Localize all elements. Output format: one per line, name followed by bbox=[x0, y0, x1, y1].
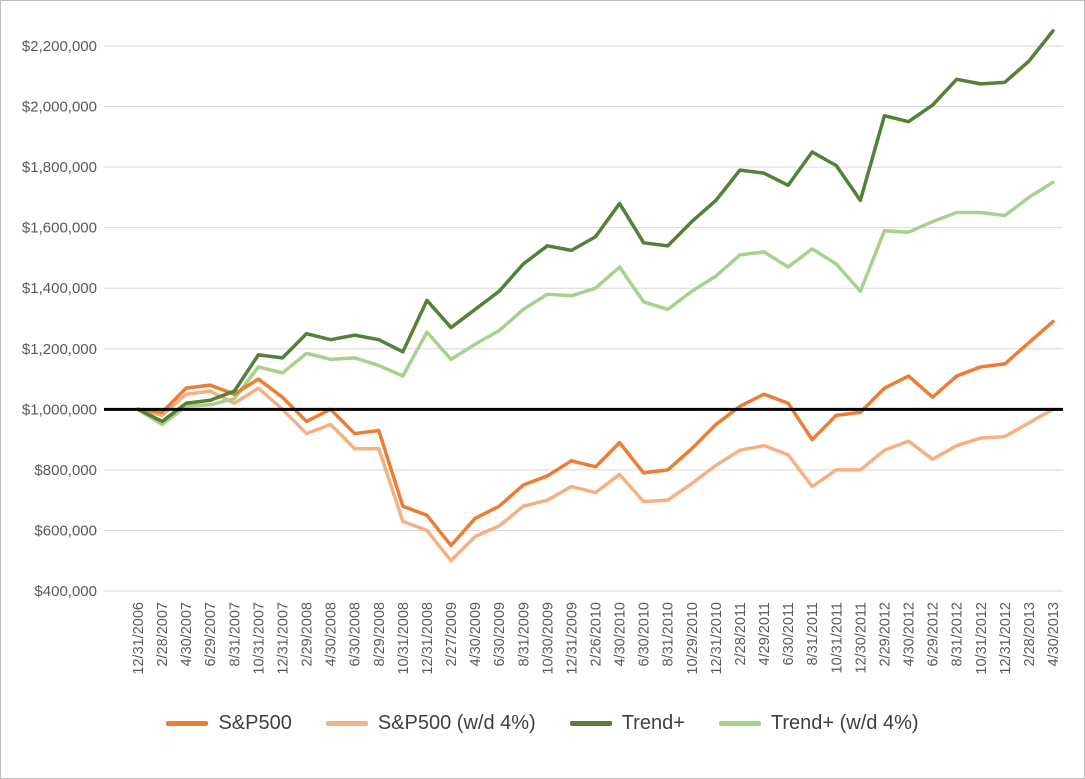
x-axis-tick-label: 12/31/2010 bbox=[709, 602, 725, 675]
legend-label: Trend+ (w/d 4%) bbox=[770, 712, 919, 734]
legend-item-trend-w-d-4: Trend+ (w/d 4%) bbox=[718, 712, 919, 735]
x-axis-tick-label: 12/31/2007 bbox=[275, 602, 291, 675]
legend-swatch bbox=[325, 721, 368, 726]
x-axis-tick-label: 12/31/2008 bbox=[420, 602, 436, 675]
legend-swatch bbox=[166, 721, 209, 726]
x-axis-tick-label: 12/30/2011 bbox=[853, 602, 869, 674]
x-axis-tick-label: 4/30/2009 bbox=[468, 602, 484, 667]
y-axis-tick-label: $1,400,000 bbox=[22, 280, 97, 297]
y-axis-tick-label: $400,000 bbox=[34, 583, 97, 600]
x-axis-tick-label: 10/29/2010 bbox=[685, 602, 701, 675]
y-axis-tick-label: $2,000,000 bbox=[22, 99, 97, 116]
legend-item-s-p500-w-d-4: S&P500 (w/d 4%) bbox=[325, 712, 536, 735]
x-axis-tick-label: 8/31/2011 bbox=[805, 602, 821, 665]
x-axis-tick-label: 4/30/2007 bbox=[179, 602, 195, 667]
x-axis-tick-label: 8/29/2008 bbox=[372, 602, 388, 667]
x-axis-tick-label: 12/31/2009 bbox=[564, 602, 580, 675]
y-axis-tick-label: $800,000 bbox=[34, 462, 97, 479]
x-axis-tick-label: 10/31/2008 bbox=[396, 602, 412, 675]
legend-swatch bbox=[569, 721, 612, 726]
x-axis-tick-label: 2/29/2012 bbox=[877, 602, 893, 667]
x-axis-tick-label: 8/31/2009 bbox=[516, 602, 532, 667]
x-axis-tick-label: 10/31/2011 bbox=[829, 602, 845, 674]
x-axis-tick-label: 4/30/2012 bbox=[902, 602, 918, 667]
legend-swatch bbox=[718, 721, 761, 726]
x-axis-tick-label: 12/31/2006 bbox=[131, 602, 147, 675]
x-axis-tick-label: 2/28/2013 bbox=[1022, 602, 1038, 667]
y-axis-tick-label: $2,200,000 bbox=[22, 38, 97, 55]
x-axis-tick-label: 6/30/2011 bbox=[781, 602, 797, 665]
chart-legend: S&P500 S&P500 (w/d 4%) Trend+ Trend+ (w/d 4… bbox=[1, 712, 1084, 735]
x-axis-tick-label: 8/31/2007 bbox=[227, 602, 243, 667]
legend-label: S&P500 (w/d 4%) bbox=[377, 712, 536, 734]
line-chart: $400,000 $600,000 $800,000 $1,000,000 $1,200… bbox=[22, 29, 1063, 675]
legend-item-s-p500: S&P500 bbox=[166, 712, 292, 735]
x-axis-tick-label: 8/31/2010 bbox=[661, 602, 677, 667]
legend-item-trend: Trend+ bbox=[569, 712, 685, 735]
y-axis-tick-label: $600,000 bbox=[34, 522, 97, 539]
x-axis-tick-label: 10/31/2007 bbox=[251, 602, 267, 675]
x-axis-tick-label: 6/29/2007 bbox=[203, 602, 219, 667]
x-axis-tick-label: 2/29/2008 bbox=[300, 602, 316, 667]
x-axis-tick-label: 10/30/2009 bbox=[540, 602, 556, 675]
x-axis-tick-label: 6/30/2008 bbox=[348, 602, 364, 667]
x-axis-tick-label: 4/30/2010 bbox=[613, 602, 629, 667]
x-axis-tick-label: 2/28/2007 bbox=[155, 602, 171, 667]
x-axis-tick-label: 6/30/2010 bbox=[637, 602, 653, 667]
series-line-s-p500 bbox=[136, 319, 1055, 548]
x-axis-tick-label: 12/31/2012 bbox=[998, 602, 1014, 675]
y-axis-tick-label: $1,800,000 bbox=[22, 159, 97, 176]
x-axis-tick-label: 2/27/2009 bbox=[444, 602, 460, 667]
legend-label: Trend+ bbox=[621, 712, 685, 734]
x-axis-tick-label: 4/30/2013 bbox=[1046, 602, 1062, 667]
x-axis-tick-label: 10/31/2012 bbox=[974, 602, 990, 675]
x-axis-tick-label: 8/31/2012 bbox=[950, 602, 966, 667]
x-axis-tick-label: 2/26/2010 bbox=[589, 602, 605, 667]
x-axis-tick-label: 6/30/2009 bbox=[492, 602, 508, 667]
y-axis-tick-label: $1,000,000 bbox=[22, 401, 97, 418]
legend-label: S&P500 bbox=[218, 712, 292, 734]
x-axis-tick-label: 6/29/2012 bbox=[926, 602, 942, 667]
y-axis-tick-label: $1,600,000 bbox=[22, 220, 97, 237]
y-axis-tick-label: $1,200,000 bbox=[22, 341, 97, 358]
x-axis-tick-label: 2/28/2011 bbox=[733, 602, 749, 665]
series-line-trend bbox=[136, 29, 1055, 424]
series-line-s-p500-w-d-4 bbox=[136, 386, 1055, 563]
x-axis-tick-label: 4/30/2008 bbox=[324, 602, 340, 667]
series-line-trend-w-d-4 bbox=[136, 180, 1055, 427]
x-axis-tick-label: 4/29/2011 bbox=[757, 602, 773, 665]
